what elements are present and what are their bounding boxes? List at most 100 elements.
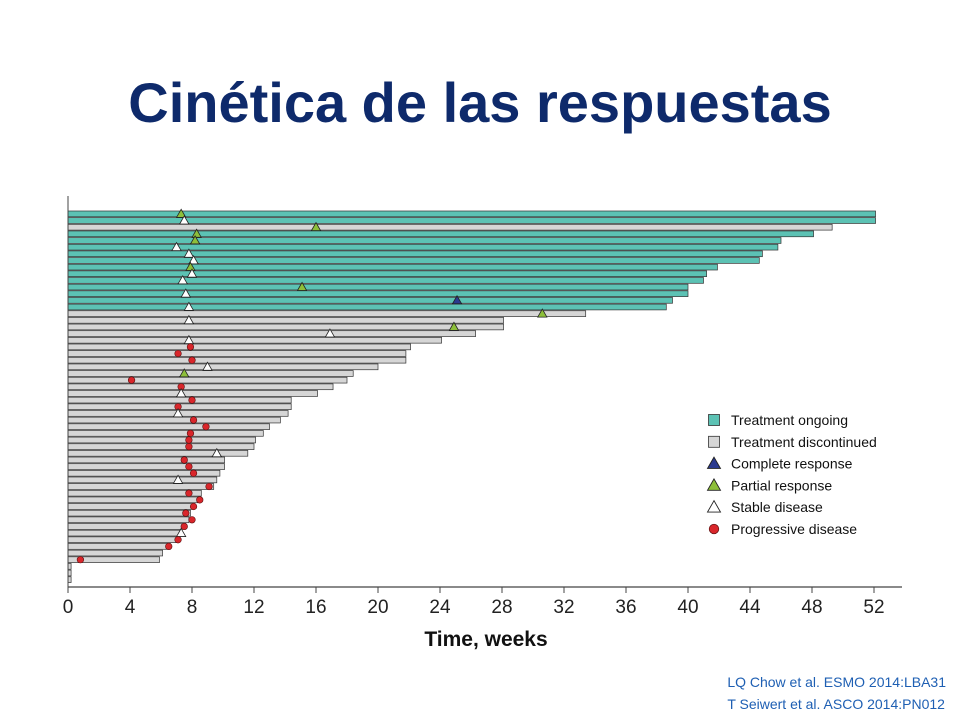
patient-bar: [67, 363, 379, 371]
patient-bar: [67, 396, 292, 404]
patient-bar: [67, 456, 225, 464]
legend-swatch-ongoing: [708, 414, 720, 426]
patient-bar: [67, 323, 504, 331]
complete-response-marker: [451, 294, 463, 305]
legend-label-stable: Stable disease: [731, 499, 823, 515]
legend-label-partial: Partial response: [731, 477, 832, 493]
legend-label-ongoing: Treatment ongoing: [731, 412, 848, 428]
stable-response-marker: [175, 527, 187, 537]
patient-bar: [67, 516, 190, 524]
progressive-disease-marker: [205, 482, 213, 491]
patient-bar: [67, 257, 760, 264]
stable-response-marker: [178, 215, 190, 225]
partial-response-marker: [296, 281, 308, 291]
patient-bar: [67, 337, 442, 344]
legend-item-discontinued: Treatment discontinued: [708, 434, 877, 450]
x-tick-label: 44: [739, 597, 761, 618]
legend-label-progressive: Progressive disease: [731, 521, 857, 537]
x-tick-label: 24: [429, 597, 451, 618]
patient-bar: [67, 390, 318, 397]
partial-response-marker: [189, 235, 201, 245]
progressive-disease-marker: [165, 542, 173, 551]
stable-response-marker: [324, 328, 336, 338]
citations: LQ Chow et al. ESMO 2014:LBA31 T Seiwert…: [727, 671, 946, 715]
patient-bar: [67, 423, 270, 430]
patient-bar: [67, 223, 833, 231]
stable-response-marker: [183, 248, 195, 258]
stable-response-marker: [172, 407, 184, 418]
citation-2: T Seiwert et al. ASCO 2014:PN012: [727, 696, 945, 712]
partial-response-marker: [175, 208, 187, 218]
progressive-disease-marker: [188, 516, 196, 524]
patient-bar: [67, 489, 202, 497]
patient-bar: [67, 283, 689, 291]
patient-bar: [67, 277, 704, 284]
patient-bar: [67, 543, 171, 550]
legend-item-ongoing: Treatment ongoing: [708, 412, 848, 428]
stable-response-marker: [171, 241, 182, 252]
legend-item-partial: Partial response: [706, 477, 832, 493]
x-tick-label: 40: [677, 597, 698, 618]
partial-response-marker: [310, 221, 322, 232]
citation-1: LQ Chow et al. ESMO 2014:LBA31: [727, 674, 946, 690]
progressive-disease-marker: [196, 496, 204, 504]
stable-response-marker: [188, 255, 199, 265]
legend-swatch-stable: [706, 499, 722, 513]
partial-response-marker: [537, 308, 548, 318]
bars-layer: [67, 210, 876, 583]
response-markers-layer: [76, 208, 548, 564]
patient-bar: [67, 330, 476, 337]
progressive-disease-marker: [127, 376, 136, 384]
patient-bar: [67, 503, 194, 510]
progressive-disease-marker: [189, 502, 198, 511]
patient-bar: [67, 430, 264, 437]
patient-bar: [67, 549, 163, 557]
patient-bar: [67, 529, 182, 537]
legend-swatch-progressive: [708, 523, 720, 535]
x-tick-label: 52: [863, 597, 884, 618]
x-tick-label: 8: [187, 597, 198, 618]
progressive-disease-marker: [180, 522, 188, 531]
progressive-disease-marker: [174, 349, 182, 358]
legend: Treatment ongoing Treatment discontinued C…: [706, 412, 877, 537]
patient-bar: [67, 483, 215, 490]
progressive-disease-marker: [186, 343, 195, 351]
x-tick-label: 12: [243, 597, 264, 618]
progressive-disease-marker: [182, 509, 190, 517]
partial-response-marker: [448, 321, 460, 331]
stable-response-marker: [172, 474, 184, 484]
patient-bar: [67, 210, 876, 218]
patient-bar: [67, 536, 179, 543]
legend-item-progressive: Progressive disease: [708, 521, 857, 537]
stable-response-marker: [202, 361, 213, 371]
patient-bar: [67, 523, 187, 530]
stable-response-marker: [177, 274, 188, 285]
legend-item-stable: Stable disease: [706, 499, 823, 515]
stable-response-marker: [211, 447, 223, 458]
progressive-disease-marker: [174, 536, 182, 544]
progressive-disease-marker: [185, 436, 193, 444]
progressive-disease-marker: [189, 416, 198, 424]
legend-swatch-discontinued: [708, 435, 720, 448]
progressive-disease-marker: [202, 423, 210, 431]
partial-response-marker: [191, 228, 202, 238]
patient-bar: [67, 370, 354, 377]
stable-response-marker: [180, 288, 192, 298]
stable-response-marker: [183, 301, 195, 311]
progressive-disease-marker: [185, 443, 193, 451]
patient-bar: [67, 270, 707, 278]
progressive-disease-marker: [186, 429, 195, 437]
patient-bar: [67, 476, 218, 484]
x-tick-label: 16: [305, 597, 326, 618]
progressive-disease-marker: [189, 469, 198, 477]
x-tick-label: 32: [553, 597, 574, 618]
patient-bar: [67, 217, 876, 224]
patient-bar: [67, 290, 689, 297]
stable-response-marker: [183, 314, 195, 325]
patient-bar: [67, 317, 504, 324]
x-tick-label: 36: [615, 597, 636, 618]
patient-bar: [67, 376, 348, 384]
patient-bar: [67, 496, 199, 504]
patient-bar: [67, 509, 191, 517]
progressive-disease-marker: [188, 396, 196, 404]
